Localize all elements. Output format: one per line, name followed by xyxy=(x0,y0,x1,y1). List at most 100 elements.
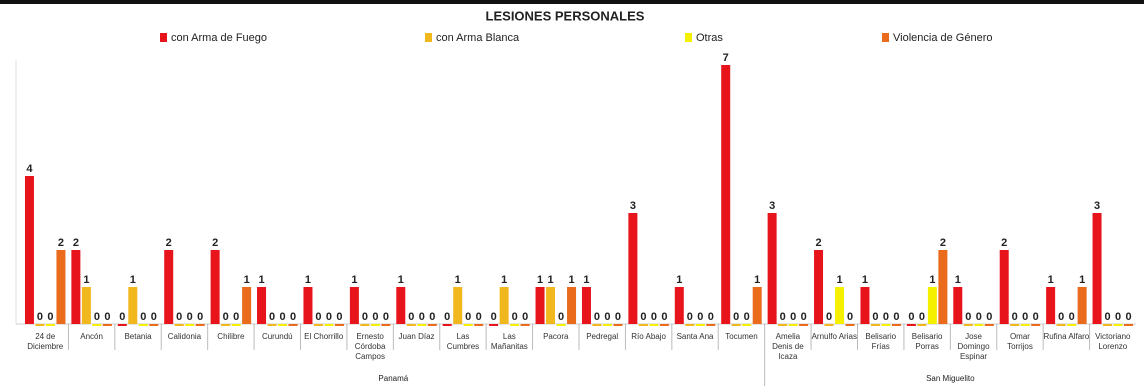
x-tick-label: Jose Domingo Espinar xyxy=(957,332,990,361)
bar xyxy=(45,324,55,326)
bar xyxy=(731,324,741,326)
data-label: 0 xyxy=(233,311,239,323)
data-label: 1 xyxy=(862,274,868,286)
x-tick-label-box: Río Abajo xyxy=(631,332,666,341)
bar xyxy=(721,65,731,324)
bar xyxy=(453,287,463,324)
bar xyxy=(963,324,973,326)
x-tick-label: Rufina Alfaro xyxy=(1043,332,1090,341)
data-label: 0 xyxy=(687,311,693,323)
bar xyxy=(567,287,577,324)
data-label: 3 xyxy=(769,200,775,212)
data-label: 1 xyxy=(537,274,543,286)
bar xyxy=(602,324,612,326)
bar xyxy=(442,324,452,326)
bar xyxy=(891,324,901,326)
data-label: 0 xyxy=(223,311,229,323)
data-label: 1 xyxy=(130,274,136,286)
x-tick-label: Calidonia xyxy=(167,332,202,341)
bar xyxy=(767,213,777,324)
bar xyxy=(117,324,127,326)
legend-swatch xyxy=(425,33,432,42)
data-label: 0 xyxy=(986,311,992,323)
data-label: 0 xyxy=(1104,311,1110,323)
data-label: 0 xyxy=(780,311,786,323)
data-label: 0 xyxy=(315,311,321,323)
legend-label: con Arma Blanca xyxy=(436,32,520,44)
bar xyxy=(870,324,880,326)
x-tick-label: Curundú xyxy=(261,332,293,341)
x-tick-label-box: Omar Torrijos xyxy=(1007,332,1033,351)
x-tick-label: 24 de Diciembre xyxy=(27,332,64,351)
bar xyxy=(1092,213,1102,324)
bar xyxy=(474,324,484,326)
x-tick-label-box: Ernesto Córdoba Campos xyxy=(355,332,386,361)
data-label: 0 xyxy=(826,311,832,323)
x-tick-label: Belisario Frías xyxy=(865,332,897,351)
data-label: 0 xyxy=(733,311,739,323)
bar xyxy=(463,324,473,326)
x-tick-label-box: Chilibre xyxy=(217,332,244,341)
bar xyxy=(174,324,184,326)
bar xyxy=(278,324,288,326)
bar xyxy=(1124,324,1134,326)
bar xyxy=(81,287,91,324)
x-tick-label: Río Abajo xyxy=(631,332,666,341)
data-label: 0 xyxy=(47,311,53,323)
data-label: 0 xyxy=(872,311,878,323)
data-label: 0 xyxy=(1069,311,1075,323)
x-tick-label: Belisario Porras xyxy=(911,332,943,351)
bar xyxy=(649,324,659,326)
x-tick-label-box: Amelia Denis de Icaza xyxy=(772,332,804,361)
data-label: 1 xyxy=(398,274,404,286)
bar xyxy=(706,324,716,326)
data-label: 1 xyxy=(1048,274,1054,286)
data-label: 4 xyxy=(26,163,33,175)
data-label: 0 xyxy=(476,311,482,323)
bar xyxy=(556,324,566,326)
data-label: 1 xyxy=(568,274,574,286)
data-label: 0 xyxy=(661,311,667,323)
bar xyxy=(417,324,427,326)
bar xyxy=(195,324,205,326)
bar xyxy=(659,324,669,326)
bar xyxy=(489,324,499,326)
data-label: 1 xyxy=(244,274,250,286)
data-label: 0 xyxy=(176,311,182,323)
data-label: 0 xyxy=(104,311,110,323)
x-tick-label-box: Pedregal xyxy=(586,332,618,341)
bar xyxy=(1077,287,1087,324)
x-tick-label: Las Mañanitas xyxy=(490,332,528,351)
bar xyxy=(1067,324,1077,326)
bar xyxy=(546,287,556,324)
x-tick-label-box: Victoriano Lorenzo xyxy=(1095,332,1130,351)
data-label: 0 xyxy=(1058,311,1064,323)
legend-label: con Arma de Fuego xyxy=(171,32,267,44)
x-tick-label: Tocumen xyxy=(725,332,758,341)
data-label: 0 xyxy=(372,311,378,323)
bar xyxy=(984,324,994,326)
data-label: 0 xyxy=(491,311,497,323)
data-label: 1 xyxy=(351,274,357,286)
x-tick-label-box: Jose Domingo Espinar xyxy=(957,332,990,361)
bar xyxy=(953,287,963,324)
bar xyxy=(92,324,102,326)
bar xyxy=(999,250,1009,324)
bar xyxy=(102,324,112,326)
x-tick-label: Amelia Denis de Icaza xyxy=(772,332,804,361)
x-tick-label-box: 24 de Diciembre xyxy=(27,332,64,351)
x-tick-label-box: Tocumen xyxy=(725,332,758,341)
bar xyxy=(674,287,684,324)
data-label: 0 xyxy=(594,311,600,323)
bar xyxy=(799,324,809,326)
data-label: 3 xyxy=(630,200,636,212)
bar xyxy=(164,250,174,324)
x-tick-label-box: Juan Díaz xyxy=(399,332,435,341)
data-label: 0 xyxy=(444,311,450,323)
bar xyxy=(427,324,437,326)
bar xyxy=(381,324,391,326)
bar xyxy=(288,324,298,326)
bar xyxy=(210,250,220,324)
bar xyxy=(35,324,45,326)
data-label: 0 xyxy=(187,311,193,323)
